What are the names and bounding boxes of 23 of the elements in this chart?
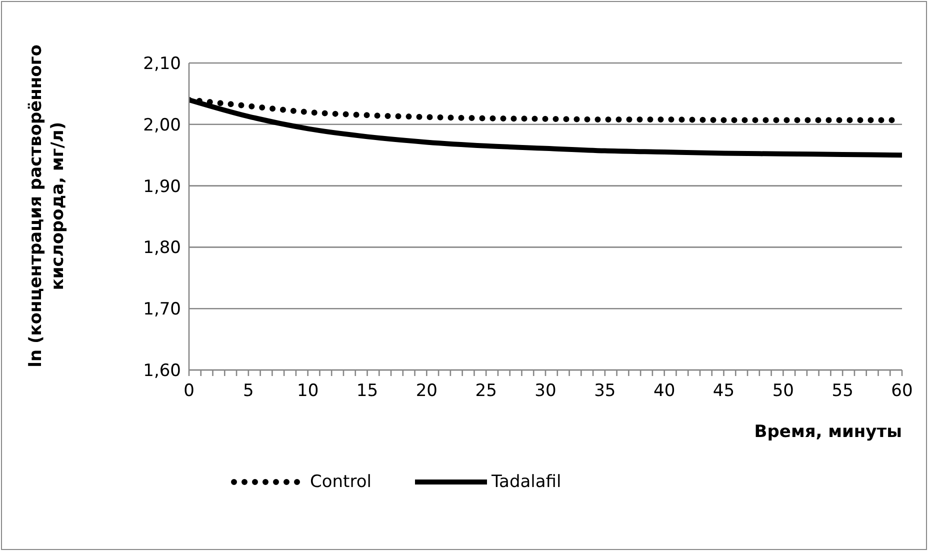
x-tick-label: 50 <box>772 381 794 402</box>
x-tick-label: 15 <box>356 381 378 402</box>
y-axis-title: ln (концентрация растворённого кислорода, мг/л) <box>26 44 68 368</box>
legend-label: Tadalafil <box>491 472 562 492</box>
x-tick-label: 5 <box>243 381 254 402</box>
x-axis-title: Время, минуты <box>754 422 902 442</box>
y-tick-label: 1,90 <box>143 176 181 197</box>
y-tick-label: 2,00 <box>143 115 181 136</box>
y-tick-label: 1,70 <box>143 300 181 320</box>
x-tick-label: 25 <box>475 381 497 402</box>
x-tick-label: 35 <box>594 381 616 402</box>
y-tick-label: 2,10 <box>143 54 181 74</box>
x-tick-label: 60 <box>891 381 913 402</box>
x-tick-label: 10 <box>297 381 319 402</box>
x-tick-label: 0 <box>184 381 194 402</box>
y-tick-label: 1,60 <box>143 361 181 382</box>
x-tick-label: 45 <box>712 381 735 402</box>
x-tick-label: 30 <box>534 381 556 402</box>
x-tick-label: 40 <box>654 381 676 402</box>
x-tick-label: 20 <box>416 381 438 402</box>
x-tick-label: 55 <box>832 381 854 402</box>
legend-label: Control <box>310 472 372 492</box>
y-tick-label: 1,80 <box>143 238 181 258</box>
